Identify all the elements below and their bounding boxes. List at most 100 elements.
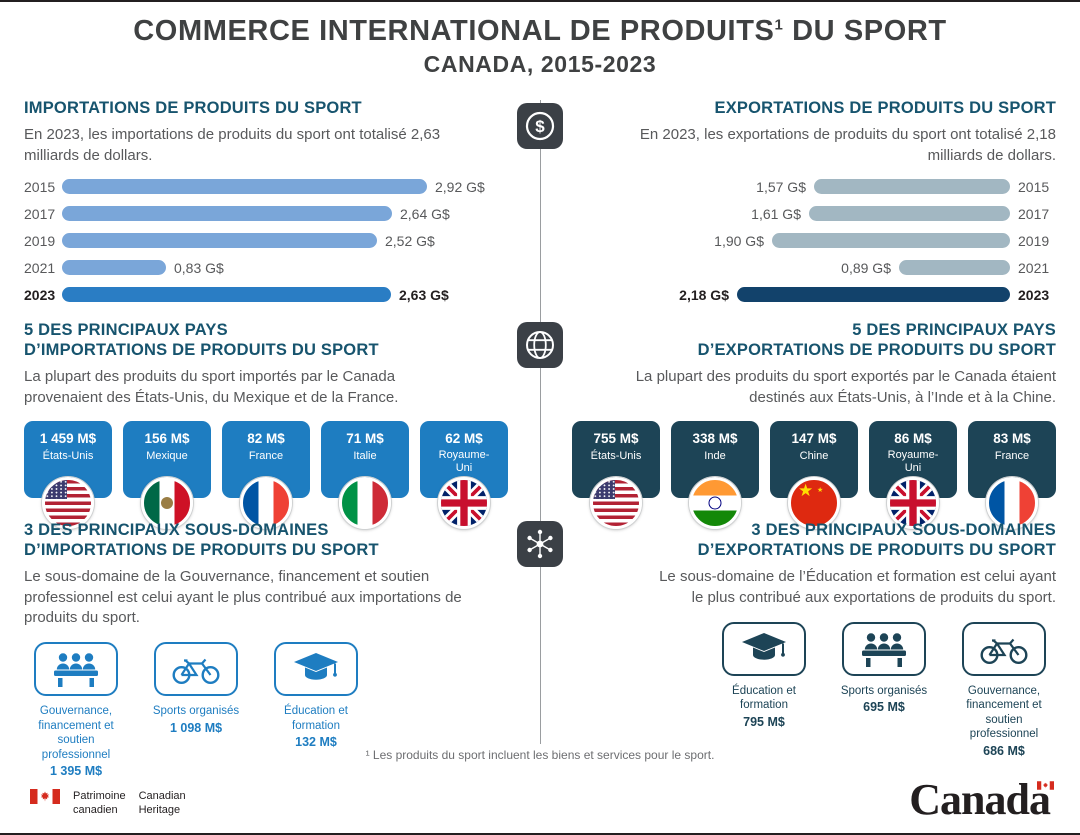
exports-totals-section: EXPORTATIONS DE PRODUITS DU SPORT En 202… (570, 98, 1056, 314)
footer-department: Patrimoine canadien Canadian Heritage (30, 789, 186, 818)
title-footnote-marker: 1 (774, 16, 784, 34)
country-value: 86 M$ (894, 431, 932, 447)
subdomain-item-organized-sports: Sports organisés 695 M$ (832, 622, 936, 758)
import-bar-row-2021: 2021 0,83 G$ (24, 260, 510, 276)
imports-countries-intro: La plupart des produits du sport importé… (24, 368, 399, 406)
country-name: France (994, 450, 1030, 463)
import-bar-row-2017: 2017 2,64 G$ (24, 206, 510, 222)
header: COMMERCE INTERNATIONAL DE PRODUITS1 DU S… (0, 15, 1080, 78)
year-label: 2015 (1018, 178, 1050, 195)
united-states-flag-icon (590, 477, 642, 530)
network-icon (517, 521, 563, 567)
exports-subdomains-intro: Le sous-domaine de l’Éducation et format… (659, 568, 1056, 606)
export-bar-2023 (737, 287, 1010, 303)
subdomain-label: Gouvernance, financement et soutien prof… (38, 705, 114, 761)
subdomain-label: Sports organisés (840, 685, 928, 698)
subdomain-value: 795 M$ (743, 714, 785, 729)
subdomain-item-organized-sports: Sports organisés 1 098 M$ (144, 642, 248, 778)
country-value: 156 M$ (144, 431, 190, 447)
imports-totals-section: IMPORTATIONS DE PRODUITS DU SPORT En 202… (24, 98, 510, 314)
country-value: 338 M$ (692, 431, 738, 447)
year-label: 2019 (1018, 232, 1050, 249)
title-main: COMMERCE INTERNATIONAL DE PRODUITS (133, 15, 775, 47)
country-name: États-Unis (42, 450, 94, 463)
year-label: 2023 (24, 286, 56, 303)
export-bar-row-2017: 1,61 G$ 2017 (570, 206, 1056, 222)
import-country-card-italy: 71 M$ Italie (321, 421, 409, 530)
wordmark-text: Canada (909, 775, 1051, 824)
imports-countries-heading: 5 DES PRINCIPAUX PAYS D’IMPORTATIONS DE … (24, 321, 379, 360)
import-bar-2015 (62, 179, 427, 195)
subdomain-label: Sports organisés (152, 705, 240, 718)
dollar-coin-icon: $ (517, 103, 563, 149)
import-bar-2023 (62, 287, 391, 303)
value-label: 0,89 G$ (841, 259, 891, 276)
bicycle-icon (962, 622, 1046, 677)
subdomain-value: 1 395 M$ (49, 763, 103, 778)
page-title: COMMERCE INTERNATIONAL DE PRODUITS1 DU S… (0, 15, 1080, 48)
value-label: 1,90 G$ (714, 232, 764, 249)
exports-countries-heading: 5 DES PRINCIPAUX PAYS D’EXPORTATIONS DE … (697, 321, 1056, 360)
subdomain-value: 686 M$ (983, 743, 1025, 758)
exports-countries-intro: La plupart des produits du sport exporté… (635, 368, 1056, 406)
imports-heading: IMPORTATIONS DE PRODUITS DU SPORT (24, 99, 362, 117)
export-country-card-india: 338 M$ Inde (671, 421, 759, 530)
imports-intro: En 2023, les importations de produits du… (24, 126, 441, 164)
value-label: 1,57 G$ (756, 178, 806, 195)
country-name: France (248, 450, 284, 463)
year-label: 2021 (1018, 259, 1050, 276)
import-bar-2019 (62, 233, 377, 249)
department-name-fr: Patrimoine canadien (73, 790, 126, 817)
country-name: Inde (704, 450, 726, 463)
import-country-card-france: 82 M$ France (222, 421, 310, 530)
export-bar-row-2023: 2,18 G$ 2023 (570, 287, 1056, 303)
export-country-card-uk: 86 M$ Royaume-Uni (869, 421, 957, 530)
footnote: ¹ Les produits du sport incluent les bie… (365, 748, 715, 762)
subdomain-value: 1 098 M$ (169, 720, 223, 735)
export-country-card-china: 147 M$ Chine (770, 421, 858, 530)
wordmark-flag-icon (1037, 781, 1054, 790)
exports-intro: En 2023, les exportations de produits du… (639, 126, 1056, 164)
import-bar-row-2015: 2015 2,92 G$ (24, 179, 510, 195)
export-bar-2021 (899, 260, 1010, 276)
united-states-flag-icon (42, 477, 94, 530)
exports-bar-chart: 1,57 G$ 2015 1,61 G$ 2017 1,90 G$ 2019 0… (570, 179, 1056, 303)
mexico-flag-icon (141, 477, 193, 530)
export-bar-row-2019: 1,90 G$ 2019 (570, 233, 1056, 249)
export-bar-2015 (814, 179, 1010, 195)
value-label: 1,61 G$ (751, 205, 801, 222)
graduation-cap-icon (722, 622, 806, 677)
import-bar-2017 (62, 206, 392, 222)
year-label: 2019 (24, 232, 56, 249)
imports-bar-chart: 2015 2,92 G$ 2017 2,64 G$ 2019 2,52 G$ 2… (24, 179, 510, 303)
imports-subdomains-heading: 3 DES PRINCIPAUX SOUS-DOMAINES D’IMPORTA… (24, 521, 379, 560)
export-bar-2019 (772, 233, 1010, 249)
country-name: Chine (799, 450, 829, 463)
country-name: Mexique (146, 450, 188, 463)
country-value: 82 M$ (247, 431, 285, 447)
exports-country-cards: 755 M$ États-Unis 338 M$ Inde 147 M$ Chine … (570, 421, 1056, 530)
country-value: 755 M$ (593, 431, 639, 447)
import-country-card-uk: 62 M$ Royaume-Uni (420, 421, 508, 530)
country-value: 83 M$ (993, 431, 1031, 447)
export-country-card-usa: 755 M$ États-Unis (572, 421, 660, 530)
subdomain-label: Éducation et formation (284, 705, 348, 732)
country-value: 71 M$ (346, 431, 384, 447)
year-label: 2017 (1018, 205, 1050, 222)
import-country-card-usa: 1 459 M$ États-Unis (24, 421, 112, 530)
import-bar-2021 (62, 260, 166, 276)
center-divider-line (540, 100, 541, 744)
subdomain-label: Éducation et formation (732, 685, 796, 712)
subdomain-item-education: Éducation et formation 132 M$ (264, 642, 368, 778)
governance-panel-icon (842, 622, 926, 677)
country-name: Italie (353, 450, 377, 463)
import-country-card-mexico: 156 M$ Mexique (123, 421, 211, 530)
globe-icon (517, 322, 563, 368)
subdomain-value: 132 M$ (295, 735, 337, 750)
exports-subdomain-icons: Éducation et formation 795 M$ Sports org… (570, 622, 1056, 758)
country-name: Royaume-Uni (887, 449, 939, 475)
china-flag-icon (788, 477, 840, 530)
export-country-card-france: 83 M$ France (968, 421, 1056, 530)
year-label: 2017 (24, 205, 56, 222)
